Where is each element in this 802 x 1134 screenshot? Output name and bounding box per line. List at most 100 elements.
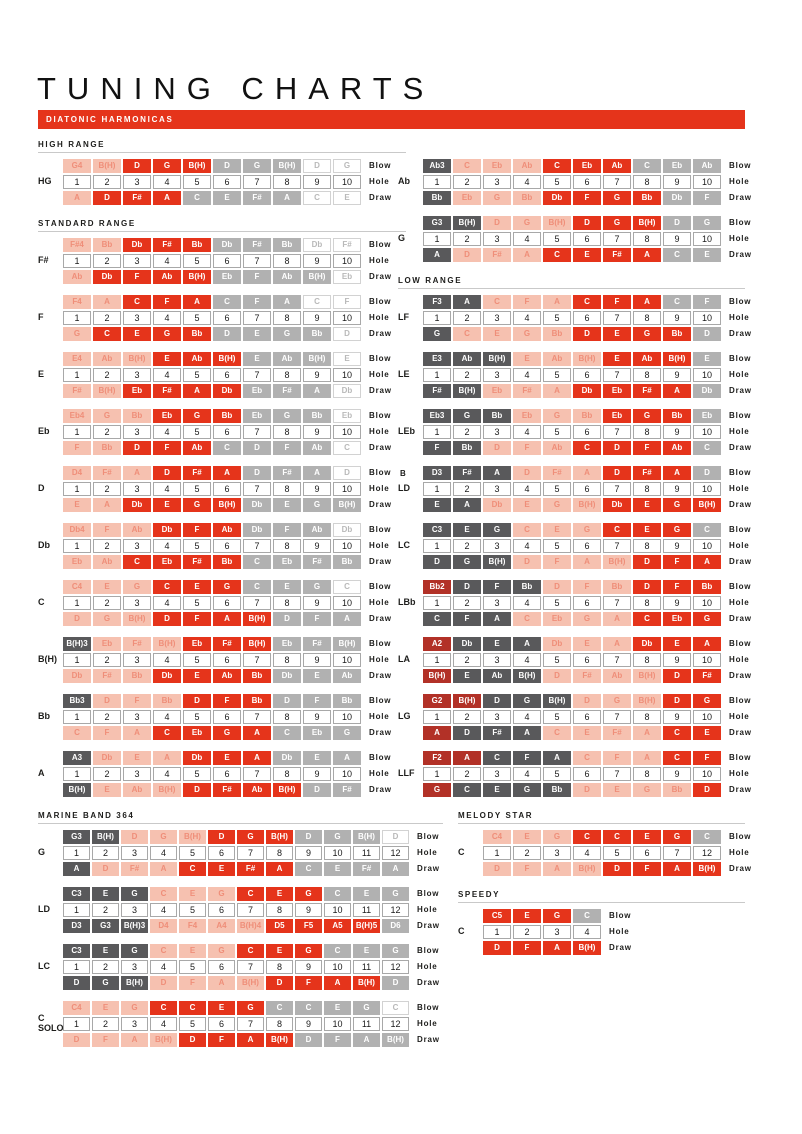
- hole-cell: 4: [513, 653, 541, 667]
- note-cell: A: [663, 862, 691, 876]
- note-cell: E: [573, 248, 601, 262]
- note-cell: D: [693, 466, 721, 480]
- chart-key-label: C: [38, 597, 45, 608]
- note-cell: D: [93, 191, 121, 205]
- hole-cell: 3: [483, 767, 511, 781]
- note-cell: F: [295, 976, 322, 990]
- draw-label: Draw: [369, 329, 392, 338]
- hole-cell: 6: [633, 846, 661, 860]
- note-cell: C: [453, 327, 481, 341]
- note-cell: E: [273, 498, 301, 512]
- note-cell: B(H): [603, 555, 631, 569]
- note-cell: D: [213, 327, 241, 341]
- hole-cell: 9: [303, 710, 331, 724]
- hole-cell: 1: [63, 1017, 90, 1031]
- note-cell: F: [603, 295, 631, 309]
- note-cell: Db: [153, 669, 181, 683]
- hole-cell: 4: [573, 846, 601, 860]
- hole-cell: 5: [179, 1017, 206, 1031]
- note-cell: A: [633, 295, 661, 309]
- note-cell: C: [543, 726, 571, 740]
- blow-label: Blow: [369, 411, 392, 420]
- chart-rows: F#4 Bb Db F# Bb Db F# Bb Db F# Blow 1 2 3 4 5 6 7 8 9 10 Hole…: [63, 238, 392, 284]
- note-cell: D: [123, 441, 151, 455]
- draw-row: A D F# A C E F# A C E Draw: [423, 726, 752, 740]
- draw-row: Db F# Bb Db E Ab Bb Db E Ab Draw: [63, 669, 392, 683]
- chart-d: D D4 F# A D F# A D F# A D Blow 1 2 3 4 5 6 7 8 9 10 Hole E A Db E G…: [38, 466, 406, 512]
- draw-row: A D F# A C E F# A C E Draw: [63, 191, 392, 205]
- hole-cell: 4: [513, 596, 541, 610]
- note-cell: A: [543, 384, 571, 398]
- note-cell: Bb: [663, 409, 691, 423]
- note-cell: D: [633, 580, 661, 594]
- chart-eb: Eb Eb4 G Bb Eb G Bb Eb G Bb Eb Blow 1 2 3 4 5 6 7 8 9 10 Hole F…: [38, 409, 406, 455]
- chart-rows: C3 E G C E G C E G C E G Blow 1 2 3 4 5 6 7 8 9 10 11 12 Hole D3 G3…: [63, 887, 440, 933]
- hole-cell: 6: [213, 425, 241, 439]
- hole-cell: 8: [266, 1017, 293, 1031]
- note-cell: Bb: [423, 191, 451, 205]
- note-cell: Db: [213, 238, 241, 252]
- hole-cell: 1: [423, 482, 451, 496]
- hole-cell: 1: [63, 368, 91, 382]
- note-cell: Db: [123, 498, 151, 512]
- hole-cell: 10: [693, 425, 721, 439]
- draw-row: D G B(H) D F A B(H) D F A Draw: [423, 555, 752, 569]
- chart-e: E E4 Ab B(H) E Ab B(H) E Ab B(H) E Blow 1 2 3 4 5 6 7 8 9 10 H…: [38, 352, 406, 398]
- note-cell: G: [324, 830, 351, 844]
- hole-cell: 10: [693, 767, 721, 781]
- hole-cell: 12: [382, 960, 409, 974]
- note-cell: Db: [633, 637, 661, 651]
- draw-label: Draw: [729, 864, 752, 873]
- hole-cell: 9: [663, 311, 691, 325]
- chart-rows: G3 B(H) D G B(H) D G B(H) D G B(H) D Blow 1 2 3 4 5 6 7 8 9 10…: [63, 830, 440, 876]
- note-cell: B(H): [453, 694, 481, 708]
- note-cell: Eb4: [63, 409, 91, 423]
- note-cell: C4: [483, 830, 511, 844]
- note-cell: F: [93, 726, 121, 740]
- chart-rows: C5 E G C Blow 1 2 3 4 Hole D F A B(H) Draw: [483, 909, 632, 955]
- chart-ld: LD C3 E G C E G C E G C E G Blow 1 2 3 4 5 6 7 8 9 10 11 12 Hole D3…: [38, 887, 439, 933]
- hole-cell: 9: [303, 311, 331, 325]
- chart-rows: F2 A C F A C F A C F Blow 1 2 3 4 5 6 7 8 9 10 Hole G C E G Bb D E G B…: [423, 751, 752, 797]
- chart-key-label: LD: [398, 483, 410, 494]
- hole-cell: 10: [324, 960, 351, 974]
- note-cell: F#: [93, 466, 121, 480]
- note-cell: D: [483, 216, 511, 230]
- chart-hg: HG G4 B(H) D G B(H) D G B(H) D G Blow 1 2 3 4 5 6 7 8 9 10 Hol…: [38, 159, 406, 205]
- hole-row: 1 2 3 4 5 6 7 8 9 10 Hole: [63, 311, 392, 325]
- blow-label: Blow: [729, 161, 752, 170]
- note-cell: F5: [295, 919, 322, 933]
- note-cell: E: [483, 637, 511, 651]
- note-cell: B(H): [453, 384, 481, 398]
- note-cell: E: [633, 523, 661, 537]
- note-cell: F: [324, 1033, 351, 1047]
- section-header-melody-star: MELODY STAR: [458, 811, 745, 824]
- note-cell: B(H): [273, 783, 301, 797]
- note-cell: F#: [633, 384, 661, 398]
- note-cell: A: [273, 295, 301, 309]
- note-cell: D: [573, 783, 601, 797]
- note-cell: G: [573, 523, 601, 537]
- note-cell: G: [453, 409, 481, 423]
- note-cell: F: [63, 441, 91, 455]
- note-cell: B(H): [633, 216, 661, 230]
- note-cell: A: [183, 384, 211, 398]
- note-cell: B(H): [573, 352, 601, 366]
- hole-cell: 10: [693, 175, 721, 189]
- chart-key-label: F: [38, 312, 44, 323]
- note-cell: C: [693, 523, 721, 537]
- blow-label: Blow: [369, 639, 392, 648]
- draw-row: D F A B(H) D F A B(H) Draw: [483, 862, 752, 876]
- note-cell: Db: [93, 751, 121, 765]
- hole-cell: 4: [150, 846, 177, 860]
- hole-cell: 5: [183, 596, 211, 610]
- note-cell: G: [150, 830, 177, 844]
- hole-cell: 10: [324, 1017, 351, 1031]
- note-cell: F#: [423, 384, 451, 398]
- hole-label: Hole: [417, 962, 438, 971]
- hole-cell: 4: [153, 653, 181, 667]
- blow-label: Blow: [729, 297, 752, 306]
- note-cell: E: [483, 327, 511, 341]
- hole-row: 1 2 3 4 5 6 7 8 9 10 11 12 Hole: [63, 846, 440, 860]
- section-standard-range: STANDARD RANGE F# F#4 Bb Db F# Bb Db F# Bb Db F# Blo…: [38, 219, 406, 797]
